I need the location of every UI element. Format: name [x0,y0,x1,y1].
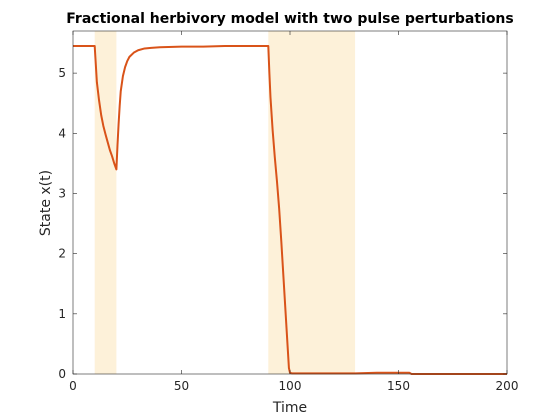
x-tick-label: 0 [69,379,77,393]
x-tick-label: 50 [174,379,189,393]
x-tick-label: 150 [387,379,410,393]
chart-title: Fractional herbivory model with two puls… [66,11,513,27]
y-tick-label: 5 [58,66,66,80]
y-tick-label: 2 [58,247,66,261]
x-tick-label: 100 [279,379,302,393]
ticks: 0 50 100 150 200 0 1 2 3 4 5 [58,31,518,393]
y-axis-label: State x(t) [38,170,54,236]
y-tick-label: 1 [58,307,66,321]
series-lines [73,45,507,375]
y-tick-label: 3 [58,186,66,200]
x-axis-label: Time [272,400,307,416]
series-line-1 [73,45,507,375]
y-tick-label: 0 [58,367,66,381]
shaded-intervals [94,31,356,374]
x-tick-label: 200 [496,379,519,393]
y-tick-label: 4 [58,126,66,140]
shaded-interval-1 [94,31,117,374]
shaded-interval-2 [268,31,356,374]
